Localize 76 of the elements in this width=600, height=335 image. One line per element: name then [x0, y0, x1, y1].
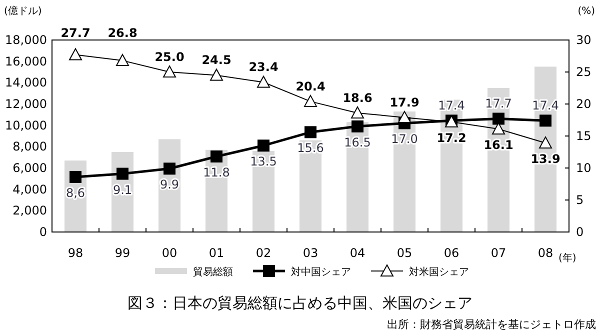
y-tick-label: 2,000 [12, 204, 47, 218]
data-label: 20.4 [296, 79, 326, 94]
data-label: 15.6 [297, 141, 324, 156]
x-tick-label: 02 [256, 246, 272, 260]
point [116, 54, 129, 66]
y-tick-label: 14,000 [5, 76, 47, 90]
y-tick-label: 0 [39, 225, 47, 239]
x-tick-label: 07 [490, 246, 506, 260]
y2-tick-label: 20 [576, 97, 592, 111]
data-label: 17.4 [438, 98, 465, 113]
data-label: 24.5 [202, 53, 232, 68]
point [492, 112, 504, 125]
y2-tick-label: 15 [576, 129, 592, 143]
y2-tick-label: 5 [576, 193, 584, 207]
x-tick-label: 03 [302, 246, 318, 260]
y-tick-label: 10,000 [5, 118, 47, 132]
data-label: 13.5 [250, 154, 277, 169]
point [210, 68, 223, 81]
data-label: 17.0 [391, 132, 418, 146]
y-tick-label: 4,000 [12, 182, 47, 196]
y2-tick-label: 0 [576, 225, 584, 239]
y2-tick-label: 30 [576, 33, 592, 47]
point [352, 120, 364, 132]
legend-label: 対中国シェア [291, 266, 351, 278]
data-label: 9.1 [112, 182, 132, 197]
x-tick-label: 05 [396, 246, 412, 260]
y2-tick-label: 25 [576, 65, 592, 79]
point [304, 94, 317, 107]
point [539, 136, 552, 149]
data-label: 18.6 [342, 90, 372, 105]
data-label: 8,6 [66, 186, 86, 200]
y-tick-label: 16,000 [5, 54, 47, 68]
legend-label: 貿易総額 [193, 266, 233, 278]
legend-label: 対米国シェア [409, 266, 469, 278]
point [210, 150, 222, 162]
point [540, 114, 552, 127]
x-axis-title: (年) [558, 252, 576, 264]
y-tick-label: 18,000 [5, 33, 47, 47]
data-label: 9.9 [160, 178, 180, 192]
data-label: 16.1 [484, 138, 514, 152]
point [163, 66, 176, 78]
x-tick-label: 00 [162, 246, 178, 260]
data-label: 17.9 [390, 95, 420, 110]
data-label: 27.7 [60, 26, 90, 40]
y2-tick-label: 10 [576, 161, 592, 175]
data-label: 25.0 [154, 50, 184, 64]
y2-axis-title: (%) [578, 6, 596, 17]
x-tick-label: 99 [114, 246, 130, 260]
x-tick-label: 08 [538, 246, 554, 260]
data-label: 11.8 [203, 165, 230, 180]
data-label: 13.9 [530, 152, 560, 166]
x-tick-label: 01 [208, 246, 224, 260]
point [351, 106, 364, 118]
point [116, 168, 128, 180]
text: 出所：財務省貿易統計を基にジェトロ作成 [387, 318, 596, 331]
x-tick-label: 06 [444, 246, 460, 260]
y-tick-label: 6,000 [12, 161, 47, 175]
data-label: 16.5 [344, 135, 371, 150]
point [70, 170, 82, 183]
data-label: 17.4 [532, 98, 559, 113]
y-tick-label: 8,000 [12, 140, 47, 154]
y-tick-label: 12,000 [5, 97, 47, 111]
point [69, 48, 82, 60]
point [398, 110, 411, 123]
point [304, 126, 316, 138]
point [164, 162, 176, 175]
x-tick-label: 04 [350, 246, 366, 260]
data-label: 17.7 [485, 96, 512, 111]
data-label: 17.2 [436, 130, 466, 145]
y-axis-title: (億ドル) [4, 5, 42, 17]
x-tick-label: 98 [68, 246, 84, 260]
data-label: 23.4 [248, 60, 278, 74]
point [257, 76, 270, 88]
text: 図３：日本の貿易総額に占める中国、米国のシェア [128, 294, 472, 312]
data-label: 26.8 [108, 26, 138, 40]
point [258, 140, 270, 152]
